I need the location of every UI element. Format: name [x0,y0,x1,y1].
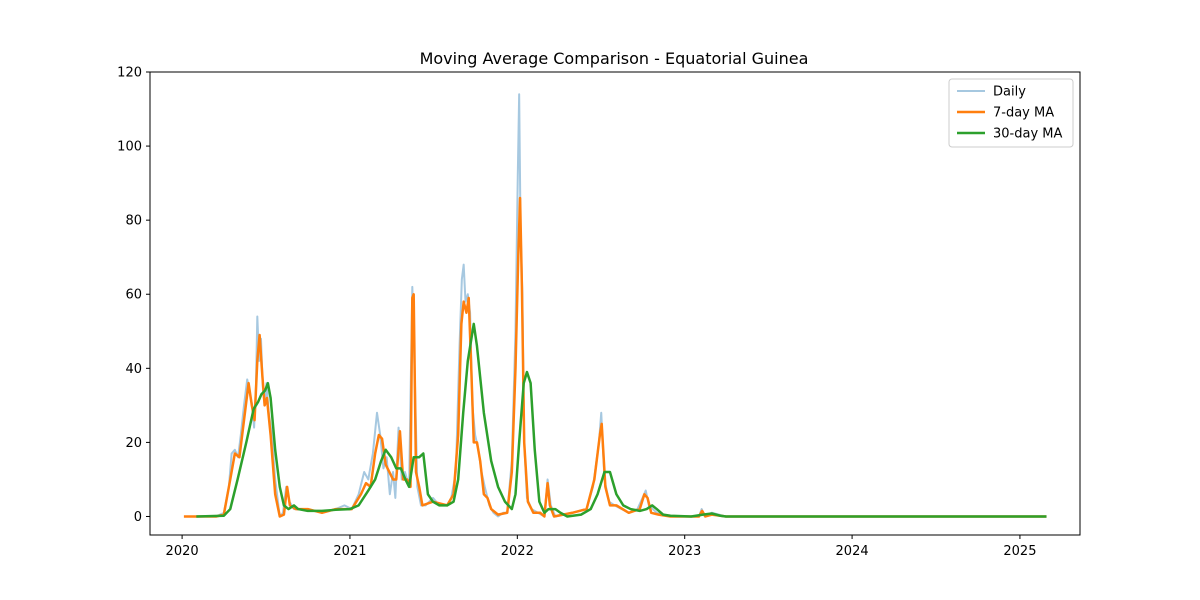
legend-label: 7-day MA [993,106,1054,121]
y-tick-label: 100 [117,140,142,155]
x-axis: 2020 2021 2022 2023 2024 2025 [166,535,1036,559]
y-tick-label: 20 [125,436,142,451]
x-tick-label: 2023 [668,544,701,559]
chart-title: Moving Average Comparison - Equatorial G… [420,49,809,68]
y-tick-label: 80 [125,214,142,229]
x-tick-label: 2022 [501,544,534,559]
plot-frame [149,71,1081,536]
legend-label: Daily [993,85,1026,100]
legend-label: 30-day MA [993,127,1062,142]
y-axis: 0 20 40 60 80 100 120 [117,66,150,525]
y-tick-label: 40 [125,362,142,377]
legend-box [948,78,1074,148]
legend: Daily 7-day MA 30-day MA [948,78,1074,148]
series-line-30-day-ma [196,322,1047,518]
x-tick-label: 2025 [1003,544,1036,559]
series-line-7-day-ma [183,196,1047,518]
x-tick-label: 2020 [166,544,199,559]
y-tick-label: 120 [117,66,142,81]
x-tick-label: 2024 [836,544,869,559]
x-tick-label: 2021 [333,544,366,559]
series-line-daily [183,93,1047,518]
y-tick-label: 0 [134,510,142,525]
y-tick-label: 60 [125,288,142,303]
